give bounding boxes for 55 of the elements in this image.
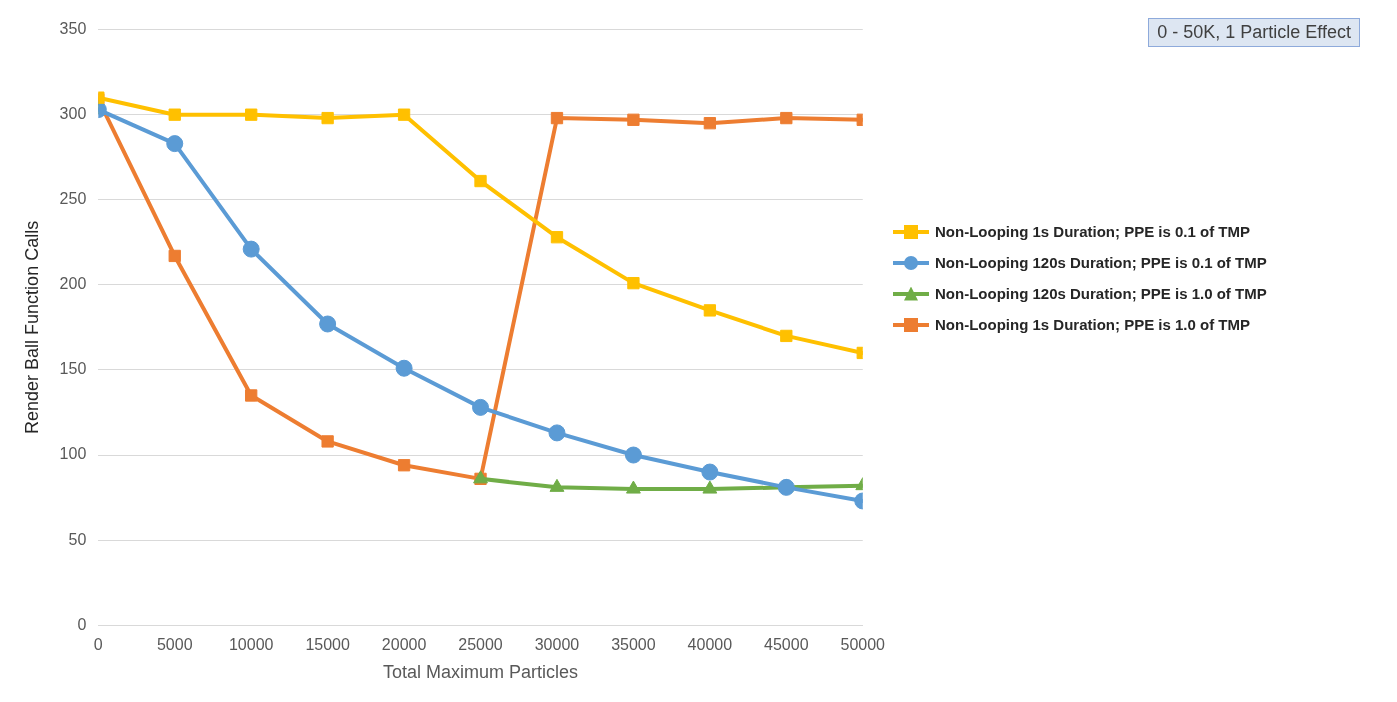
point (395, 359, 413, 377)
point (548, 424, 566, 442)
y-axis-title: Render Ball Function Calls (21, 220, 42, 434)
y-tick-label: 250 (59, 190, 87, 208)
point (321, 111, 334, 125)
x-tick-label: 30000 (534, 636, 580, 654)
point (168, 108, 181, 121)
point (701, 463, 719, 481)
point (245, 389, 258, 402)
legend-label: Non-Looping 120s Duration; PPE is 0.1 of TMP (935, 254, 1267, 271)
x-tick-label: 10000 (228, 636, 274, 654)
point (166, 135, 184, 153)
point (168, 249, 181, 263)
point (321, 435, 334, 448)
point (397, 459, 411, 472)
point (245, 108, 258, 121)
point (780, 111, 793, 125)
y-tick-label: 300 (59, 105, 87, 123)
point (624, 446, 642, 464)
point (627, 113, 640, 126)
y-tick-label: 100 (59, 445, 87, 463)
point (550, 111, 564, 125)
point (474, 174, 487, 188)
y-tick-label: 350 (59, 20, 87, 38)
x-tick-label: 45000 (764, 636, 809, 654)
y-tick-label: 50 (68, 530, 87, 548)
x-axis-title: Total Maximum Particles (383, 662, 579, 683)
y-tick-label: 0 (77, 615, 87, 633)
point (627, 277, 640, 290)
x-tick-label: 40000 (687, 636, 733, 654)
point (397, 108, 411, 121)
point (550, 231, 564, 244)
x-tick-label: 15000 (305, 636, 350, 654)
x-tick-label: 25000 (458, 636, 503, 654)
point (625, 480, 641, 494)
y-tick-label: 200 (59, 275, 87, 293)
y-tick-label: 150 (59, 360, 87, 378)
x-tick-label: 20000 (381, 636, 427, 654)
point (780, 329, 793, 343)
text: 0 - 50K, 1 Particle Effect (1148, 18, 1360, 47)
x-tick-label: 50000 (840, 636, 886, 654)
point (777, 478, 795, 496)
x-tick-label: 0 (93, 636, 103, 654)
x-tick-label: 5000 (156, 636, 193, 654)
point (472, 398, 490, 416)
legend-label: Non-Looping 1s Duration; PPE is 0.1 of TMP (935, 223, 1251, 240)
point (242, 240, 260, 258)
point (703, 117, 717, 130)
point (319, 315, 337, 333)
legend-label: Non-Looping 120s Duration; PPE is 1.0 of TMP (935, 285, 1267, 302)
legend-label: Non-Looping 1s Duration; PPE is 1.0 of TMP (935, 316, 1251, 333)
x-tick-label: 35000 (611, 636, 656, 654)
point (703, 304, 717, 317)
point (702, 480, 718, 494)
point (549, 478, 565, 492)
